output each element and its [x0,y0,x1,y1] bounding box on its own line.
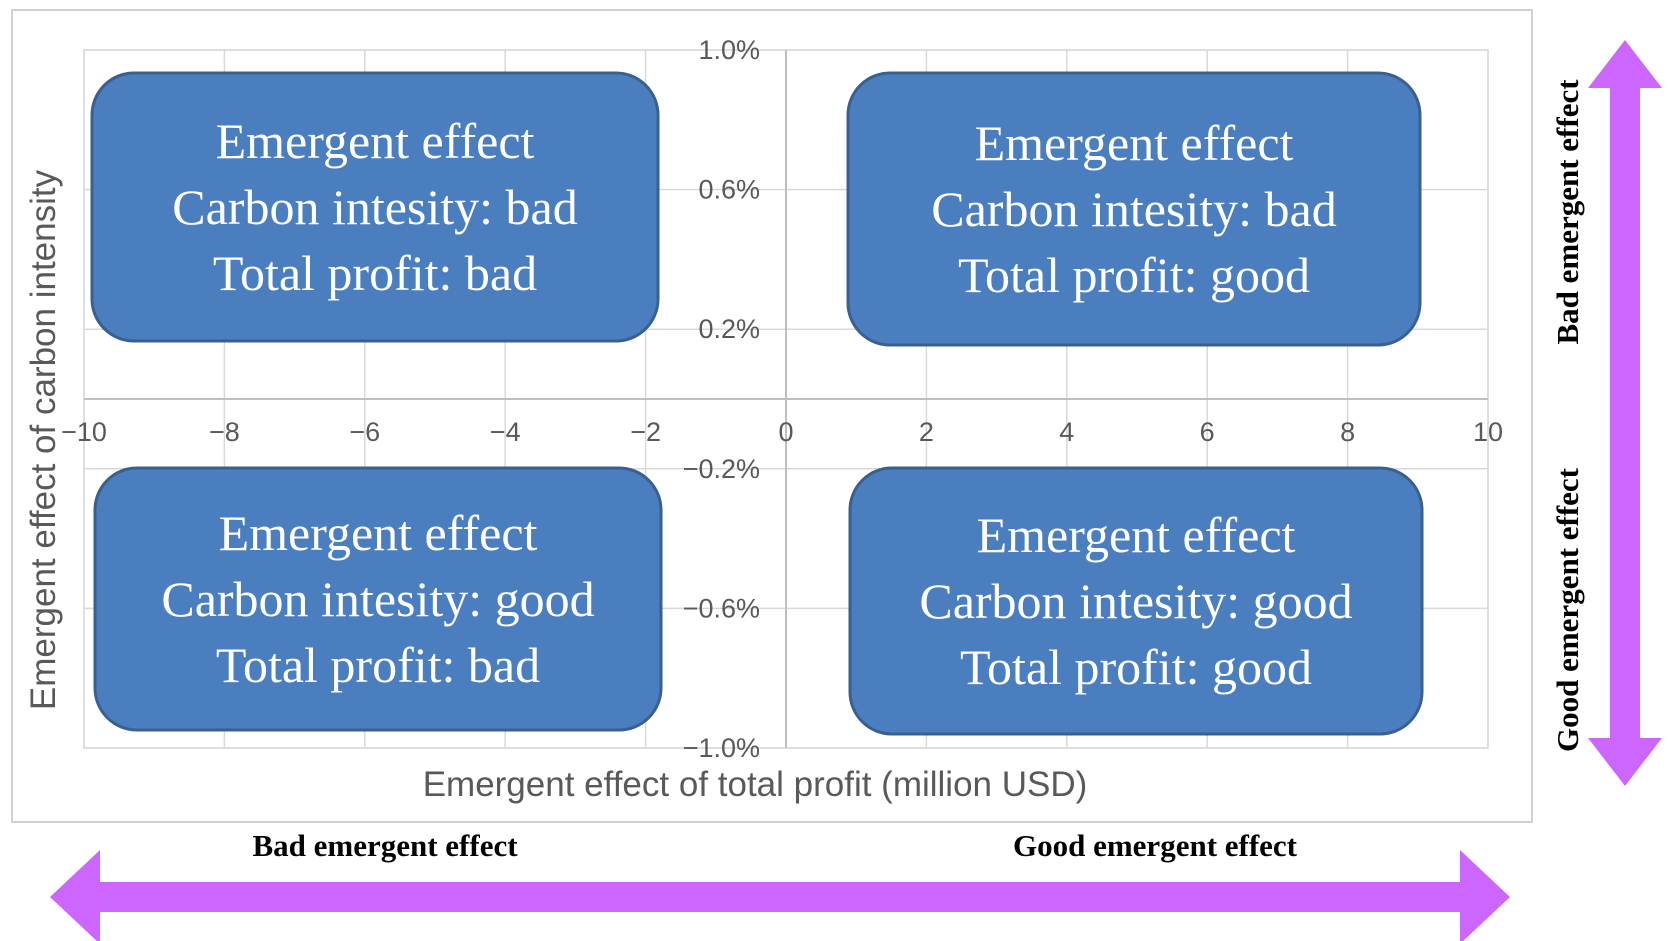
quadrant-line: Emergent effect [219,505,538,561]
quadrant-line: Emergent effect [977,507,1296,563]
quadrant-box-top-right: Emergent effect Carbon intesity: bad Total… [846,71,1422,347]
x-tick-label: −2 [630,417,661,447]
quadrant-line: Total profit: good [960,639,1312,695]
quadrant-box-top-left: Emergent effect Carbon intesity: bad Total… [90,71,660,343]
quadrant-box-bottom-right: Emergent effect Carbon intesity: good Tota… [848,466,1424,736]
x-axis-title: Emergent effect of total profit (million… [423,765,1088,804]
y-tick-label: −0.2% [683,454,760,484]
y-tick-label: −1.0% [683,733,760,763]
y-tick-label: −0.6% [683,593,760,623]
quadrant-line: Total profit: good [958,247,1310,303]
quadrant-box-bottom-left: Emergent effect Carbon intesity: good Tota… [93,466,663,732]
x-tick-label: 8 [1340,417,1355,447]
vertical-double-arrow [1588,40,1662,786]
y-tick-label: 1.0% [698,35,760,65]
y-tick-label: 0.6% [698,175,760,205]
y-tick-label: 0.2% [698,314,760,344]
quadrant-line: Carbon intesity: good [161,571,594,627]
horizontal-double-arrow [50,850,1510,941]
quadrant-box-bg [846,71,1422,347]
quadrant-line: Carbon intesity: bad [931,181,1337,237]
quadrant-box-bg [90,71,660,343]
x-tick-label: 10 [1473,417,1503,447]
quadrant-line: Carbon intesity: bad [172,179,578,235]
quadrant-box-bg [93,466,663,732]
x-tick-label: 4 [1059,417,1074,447]
quadrant-line: Total profit: bad [213,245,537,301]
x-tick-label: 2 [919,417,934,447]
x-tick-label: 0 [778,417,793,447]
x-tick-label: 6 [1200,417,1215,447]
quadrant-layer: Emergent effect Carbon intesity: bad Total… [90,71,1424,736]
quadrant-box-bg [848,466,1424,736]
quadrant-line: Total profit: bad [216,637,540,693]
quadrant-line: Carbon intesity: good [919,573,1352,629]
x-tick-label: −10 [61,417,107,447]
quadrant-line: Emergent effect [216,113,535,169]
horizontal-good-label: Good emergent effect [1013,828,1298,863]
vertical-bad-label: Bad emergent effect [1550,79,1585,345]
y-axis-title: Emergent effect of carbon intensity [24,169,63,710]
x-tick-label: −6 [349,417,380,447]
axis-layer: −10 −8 −6 −4 −2 0 2 4 6 8 10 1.0% 0.6% 0.2% −0.2% −0.6%… [61,35,1503,763]
vertical-good-label: Good emergent effect [1550,467,1585,752]
horizontal-bad-label: Bad emergent effect [252,828,518,863]
quadrant-line: Emergent effect [975,115,1294,171]
x-tick-label: −8 [209,417,240,447]
x-tick-label: −4 [490,417,521,447]
